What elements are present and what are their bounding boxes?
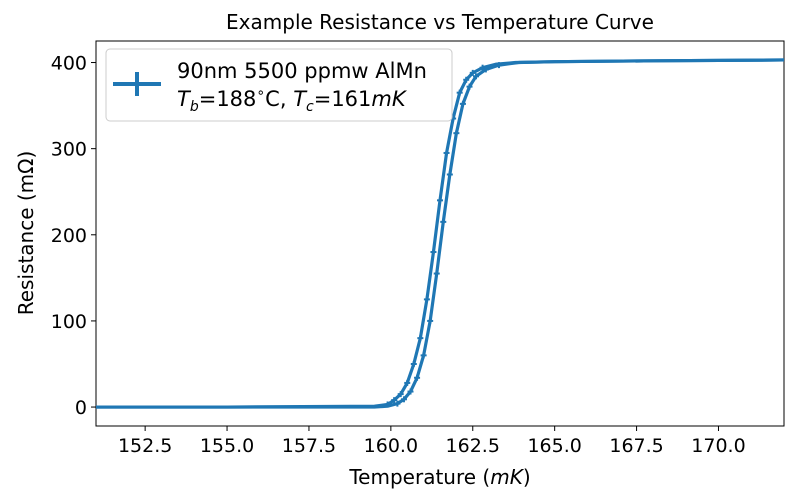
- y-axis-title: Resistance (mΩ): [14, 151, 38, 316]
- legend-box: [105, 48, 453, 122]
- x-tick-label: 167.5: [609, 435, 663, 457]
- plot-area: 152.5 155.0 157.5 160.0 162.5 165.0 167.5 170.0…: [51, 40, 785, 457]
- legend-label-line1: 90nm 5500 ppmw AlMn: [177, 59, 427, 83]
- y-tick-label: 300: [51, 139, 87, 161]
- legend-label-line2: Tb=188∘C, Tc=161mK: [177, 85, 408, 115]
- x-axis-title: Temperature (mK): [348, 465, 530, 489]
- plot-frame: [95, 40, 785, 427]
- y-tick-label: 200: [51, 225, 87, 247]
- y-tick-label: 400: [51, 53, 87, 75]
- chart-title: Example Resistance vs Temperature Curve: [226, 10, 654, 34]
- series-layer: [96, 58, 784, 409]
- x-axis-ticks: 152.5 155.0 157.5 160.0 162.5 165.0 167.5 170.0: [118, 426, 746, 457]
- x-tick-label: 160.0: [364, 435, 418, 457]
- legend-marker: [113, 72, 161, 96]
- x-tick-label: 155.0: [200, 435, 254, 457]
- legend: 90nm 5500 ppmw AlMn Tb=188∘C, Tc=161mK: [105, 48, 453, 122]
- series-line: [96, 58, 784, 409]
- y-axis-ticks: 0 100 200 300 400: [51, 53, 96, 419]
- x-tick-label: 152.5: [118, 435, 172, 457]
- y-tick-label: 100: [51, 311, 87, 333]
- x-tick-label: 170.0: [691, 435, 745, 457]
- x-tick-label: 157.5: [282, 435, 336, 457]
- y-tick-label: 0: [75, 397, 87, 419]
- x-tick-label: 162.5: [446, 435, 500, 457]
- x-tick-label: 165.0: [527, 435, 581, 457]
